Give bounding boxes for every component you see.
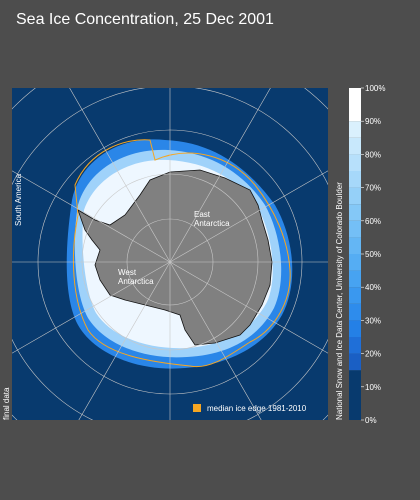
- title: Sea Ice Concentration, 25 Dec 2001: [16, 11, 274, 28]
- colorbar-tick-label: 60%: [365, 217, 381, 226]
- legend-label: median ice edge 1981-2010: [207, 404, 307, 413]
- status-label: final data: [2, 387, 11, 420]
- colorbar-band: [349, 121, 361, 138]
- colorbar-band: [349, 171, 361, 188]
- colorbar-band: [349, 254, 361, 271]
- colorbar: 0% 10% 20% 30% 40% 50% 60% 70% 80% 90% 100%: [349, 84, 385, 425]
- colorbar-band: [349, 220, 361, 238]
- colorbar-band: [349, 287, 361, 304]
- map: [12, 88, 328, 420]
- colorbar-band: [349, 237, 361, 254]
- credit: National Snow and Ice Data Center, Unive…: [335, 182, 344, 420]
- colorbar-band: [349, 154, 361, 171]
- colorbar-tick-label: 90%: [365, 117, 381, 126]
- colorbar-tick-label: 0%: [365, 416, 377, 425]
- graticule: [12, 88, 328, 420]
- colorbar-band: [349, 270, 361, 288]
- region-label: South America: [14, 173, 23, 226]
- colorbar-band: [349, 204, 361, 221]
- colorbar-tick-label: 20%: [365, 350, 381, 359]
- colorbar-band: [349, 137, 361, 155]
- colorbar-band: [349, 320, 361, 337]
- colorbar-tick-label: 70%: [365, 184, 381, 193]
- region-label: West Antarctica: [118, 268, 154, 286]
- colorbar-band: [349, 353, 361, 371]
- colorbar-tick-label: 30%: [365, 316, 381, 325]
- colorbar-tick-label: 40%: [365, 283, 381, 292]
- colorbar-tick-label: 80%: [365, 150, 381, 159]
- antarctica: [77, 169, 273, 346]
- colorbar-band: [349, 187, 361, 205]
- colorbar-tick-label: 50%: [365, 250, 381, 259]
- colorbar-band: [349, 370, 361, 420]
- colorbar-tick-label: 10%: [365, 383, 381, 392]
- colorbar-band: [349, 88, 361, 122]
- median-ice-edge: [72, 139, 291, 368]
- colorbar-band: [349, 337, 361, 354]
- region-label: East Antarctica: [194, 210, 230, 228]
- colorbar-band: [349, 303, 361, 321]
- colorbar-tick-label: 100%: [365, 84, 385, 93]
- legend-swatch: [193, 404, 201, 412]
